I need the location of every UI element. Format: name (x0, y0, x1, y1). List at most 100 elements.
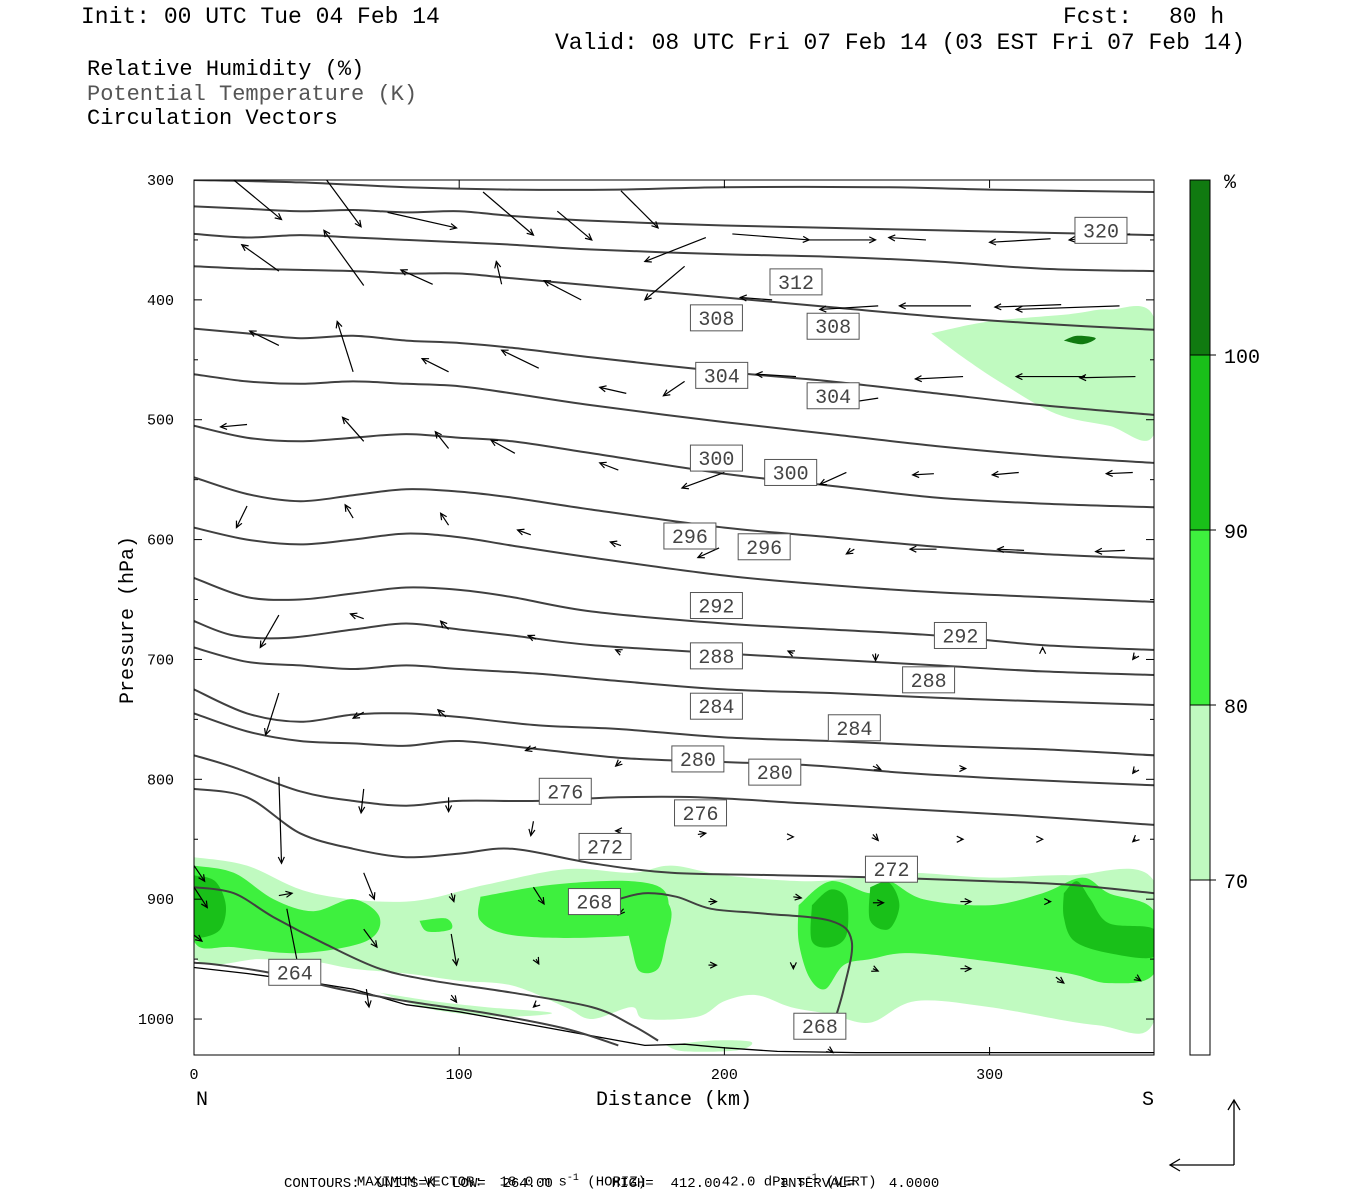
circulation-vector (1055, 976, 1065, 984)
rh-region-90 (194, 875, 226, 940)
circulation-vector (818, 471, 847, 486)
contour-label: 304 (695, 361, 749, 389)
vector-head (614, 827, 623, 835)
vector-shaft (352, 711, 365, 719)
contour-label-text: 304 (704, 366, 740, 389)
y-tick-label: 500 (147, 413, 174, 430)
circulation-vector (708, 961, 718, 969)
vector-head (526, 634, 536, 642)
vector-head (709, 961, 718, 969)
vector-head (818, 478, 827, 486)
vector-shaft (532, 886, 545, 905)
theta-contour-312 (194, 373, 1154, 464)
vector-head (786, 833, 795, 841)
contour-label-text: 280 (680, 750, 716, 773)
circulation-vector (542, 280, 582, 301)
vector-head (264, 727, 271, 737)
reference-vector (1168, 1098, 1241, 1172)
contour-label-text: 320 (1083, 221, 1119, 244)
circulation-vector (1131, 834, 1140, 843)
vector-head (598, 461, 607, 469)
contour-label-text: 276 (683, 804, 719, 827)
y-tick-label: 400 (147, 293, 174, 310)
vector-shaft (434, 431, 450, 449)
theta-contour-268 (618, 892, 854, 1034)
contour-label-box (764, 458, 818, 486)
vector-shaft (235, 505, 248, 528)
vector-shaft (599, 386, 627, 394)
vector-shaft (530, 821, 535, 836)
circulation-vector (532, 956, 540, 966)
circulation-vector (363, 928, 378, 949)
vector-head (698, 830, 708, 838)
circulation-vector (818, 305, 879, 313)
contour-label-box (689, 692, 743, 720)
vector-head (399, 269, 408, 276)
circulation-vector (1131, 766, 1140, 775)
circulation-vector (524, 745, 537, 753)
vector-shaft (450, 933, 458, 966)
vector-head (964, 965, 973, 973)
contour-label: 280 (748, 758, 802, 786)
theta-contour-280 (194, 712, 1154, 787)
vector-shaft (888, 236, 926, 241)
contour-label-box (737, 533, 791, 561)
vector-shaft (1055, 976, 1065, 984)
vector-head (200, 900, 209, 909)
contour-label: 284 (827, 714, 881, 742)
vector-shaft (989, 238, 1051, 243)
theta-contour-320 (194, 265, 1154, 331)
y-tick-label: 900 (147, 892, 174, 909)
vector-head (341, 416, 350, 425)
vector-head (1078, 374, 1087, 382)
circulation-vector (278, 890, 294, 898)
contour-label-box (933, 621, 987, 649)
vector-shaft (556, 210, 593, 241)
circulation-vector (399, 269, 433, 285)
contour-label: 288 (689, 642, 743, 670)
theta-contour-296 (194, 576, 1154, 651)
circulation-vector (1078, 374, 1136, 382)
contour-label-box (689, 444, 743, 472)
vector-shaft (440, 512, 450, 526)
init-time: Init: 00 UTC Tue 04 Feb 14 (81, 4, 440, 30)
y-axis-title: Pressure (hPa) (117, 536, 140, 704)
vector-head (194, 934, 204, 942)
rh-region-90 (868, 881, 900, 930)
max-vector-vertical-unit: (VERT) (826, 1174, 877, 1191)
y-tick-label: 1000 (138, 1012, 174, 1029)
vector-head (219, 422, 228, 430)
vector-head (439, 620, 448, 628)
vector-head (876, 899, 885, 907)
vector-shaft (1095, 549, 1125, 553)
vector-head (794, 893, 803, 901)
vector-head (898, 302, 906, 310)
axes: 300 400 500 600 700 800 900 1000 0 100 200 300 (138, 173, 1154, 1084)
contour-label-box (268, 958, 322, 986)
contour-label-text: 300 (773, 463, 809, 486)
vector-shaft (342, 416, 365, 442)
contour-label: 296 (663, 522, 717, 550)
vector-head (959, 764, 968, 773)
vector-head (528, 828, 536, 838)
vector-head (662, 389, 671, 397)
theta-contour-264 (194, 961, 619, 1047)
vector-head (344, 503, 352, 512)
vector-head (1104, 469, 1113, 477)
vector-head (537, 896, 545, 906)
vector-head (826, 1046, 835, 1054)
vector-head (358, 806, 366, 815)
vector-head (370, 940, 378, 949)
vector-shaft (997, 548, 1025, 551)
circulation-vector (351, 711, 365, 719)
vector-shaft (363, 928, 378, 948)
circulation-vector (1014, 305, 1120, 313)
circulation-vector (643, 236, 707, 263)
circulation-vector (323, 229, 365, 286)
valid-time: Valid: 08 UTC Fri 07 Feb 14 (03 EST Fri … (555, 30, 1246, 56)
vector-shaft (365, 988, 370, 1008)
vector-head (451, 958, 460, 967)
circulation-vector (450, 933, 460, 967)
colorbar: 70 80 90 100 (1189, 179, 1260, 1056)
